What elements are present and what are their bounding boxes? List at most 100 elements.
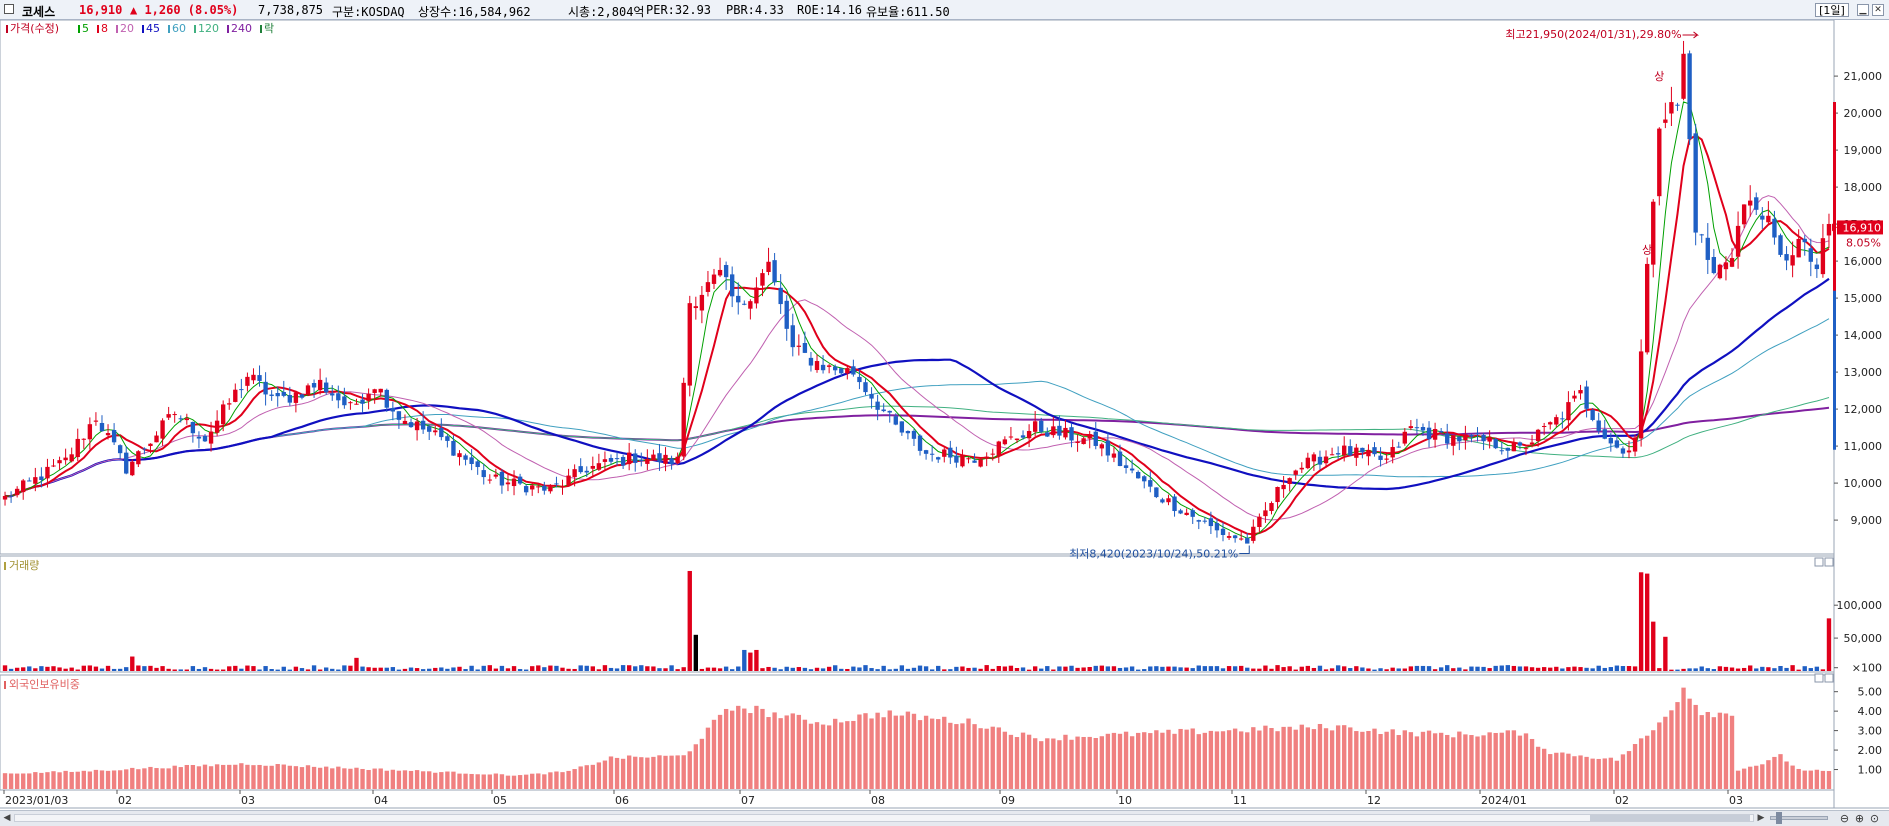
foreign-ownership-bar (1511, 730, 1517, 789)
volume-bar (857, 667, 862, 671)
foreign-ownership-bar (51, 771, 56, 789)
candle-body (657, 453, 662, 462)
volume-bar (778, 669, 783, 671)
foreign-ownership-bar (1342, 725, 1347, 789)
candle-body (566, 475, 571, 486)
candle-body (1263, 510, 1268, 517)
volume-bar (1669, 669, 1674, 671)
listed-shares: 상장수:16,584,962 (418, 5, 531, 19)
legend-swatch (78, 25, 80, 33)
chart-scrollbar[interactable]: ◀ ▶ ⊖ ⊕ ⊙ (0, 810, 1889, 826)
volume-bar (1366, 668, 1371, 671)
volume-bar (990, 668, 995, 671)
volume-bar (1541, 667, 1547, 671)
foreign-tick-label: 5.00 (1858, 686, 1883, 699)
candle-body (517, 476, 523, 484)
foreign-ownership-bar (620, 758, 626, 789)
foreign-ownership-bar (1287, 726, 1292, 789)
period-selector[interactable]: [1일] (1815, 3, 1849, 17)
volume-bar (154, 667, 159, 671)
foreign-ownership-bar (1499, 732, 1504, 789)
candle-body (1826, 223, 1832, 236)
candle-body (69, 454, 74, 462)
volume-bar (1754, 668, 1759, 671)
volume-bar (1287, 666, 1292, 671)
candle-body (1808, 248, 1813, 262)
candle-body (536, 486, 541, 488)
volume-bar (978, 668, 983, 671)
foreign-ownership-bar (1632, 744, 1638, 789)
candle-body (1214, 523, 1220, 531)
volume-bar (27, 666, 32, 671)
panel-checkbox[interactable] (4, 4, 14, 14)
header-bar: 코세스 16,910 ▲ 1,260 (8.05%) 7,738,875 구분:… (0, 0, 1889, 20)
candle-body (1396, 446, 1401, 448)
foreign-ownership-bar (1620, 754, 1626, 789)
scroll-right-icon[interactable]: ▶ (1757, 813, 1765, 823)
candle-body (675, 456, 680, 464)
zoom-reset-icon[interactable]: ⊙ (1869, 812, 1880, 825)
candle-body (154, 435, 159, 443)
volume-bar (348, 665, 353, 671)
candle-body (1342, 445, 1347, 456)
candle-body (427, 426, 432, 432)
close-icon[interactable]: ✕ (1872, 4, 1884, 16)
foreign-ownership-bar (1748, 766, 1753, 789)
foreign-tick-label: 4.00 (1858, 705, 1883, 718)
volume-bar (899, 665, 905, 671)
date-tick-label: 11 (1233, 794, 1247, 807)
candle-body (1638, 351, 1644, 439)
zoom-slider-knob[interactable] (1776, 812, 1782, 824)
foreign-ownership-bar (1602, 758, 1607, 789)
volume-bar (905, 668, 911, 671)
zoom-in-icon[interactable]: ⊕ (1854, 812, 1865, 825)
volume-bar (1293, 669, 1298, 671)
candle-body (1493, 438, 1498, 449)
candle-body (1111, 453, 1117, 458)
volume-bar (881, 665, 886, 671)
scroll-track[interactable] (14, 814, 1754, 822)
volume-bar (1329, 668, 1335, 671)
foreign-ownership-bar (687, 751, 692, 789)
zoom-slider[interactable] (1770, 816, 1828, 820)
foreign-ownership-bar (717, 714, 723, 789)
foreign-ownership-bar (851, 720, 856, 789)
foreign-ownership-bar (802, 719, 808, 789)
date-tick-label: 10 (1118, 794, 1132, 807)
volume-bar (1051, 669, 1056, 671)
foreign-tick-label: 1.00 (1858, 764, 1883, 777)
foreign-ownership-bar (960, 723, 965, 789)
foreign-ownership-bar (1202, 732, 1208, 789)
foreign-ownership-bar (1311, 729, 1317, 789)
foreign-ownership-bar (57, 772, 62, 789)
volume-bar (14, 667, 20, 671)
foreign-ownership-bar (1123, 731, 1129, 789)
date-tick-label: 2024/01 (1481, 794, 1527, 807)
candle-body (1008, 436, 1014, 438)
candle-body (57, 460, 62, 464)
candle-body (366, 393, 371, 401)
candle-body (1014, 438, 1020, 441)
candle-body (1511, 442, 1517, 452)
foreign-ownership-bar (1129, 736, 1135, 789)
foreign-tick-label: 2.00 (1858, 744, 1883, 757)
minimize-icon[interactable]: ▁ (1857, 4, 1869, 16)
volume-bar (354, 657, 359, 671)
panel-minimize-icon (1814, 673, 1824, 683)
candle-body (2, 495, 8, 500)
volume-bar (1499, 665, 1504, 671)
zoom-out-icon[interactable]: ⊖ (1839, 812, 1850, 825)
scroll-thumb[interactable] (1590, 815, 1750, 821)
candle-body (27, 480, 32, 482)
volume-legend-swatch (4, 562, 6, 570)
candle-body (505, 482, 511, 485)
volume-bar (1408, 666, 1414, 671)
foreign-ownership-bar (1039, 741, 1044, 789)
candle-body (493, 474, 499, 477)
scroll-left-icon[interactable]: ◀ (3, 813, 11, 823)
candle-body (1232, 535, 1238, 539)
candle-body (978, 459, 983, 467)
candle-body (202, 436, 208, 442)
candle-body (311, 383, 317, 388)
candle-body (1548, 422, 1553, 425)
